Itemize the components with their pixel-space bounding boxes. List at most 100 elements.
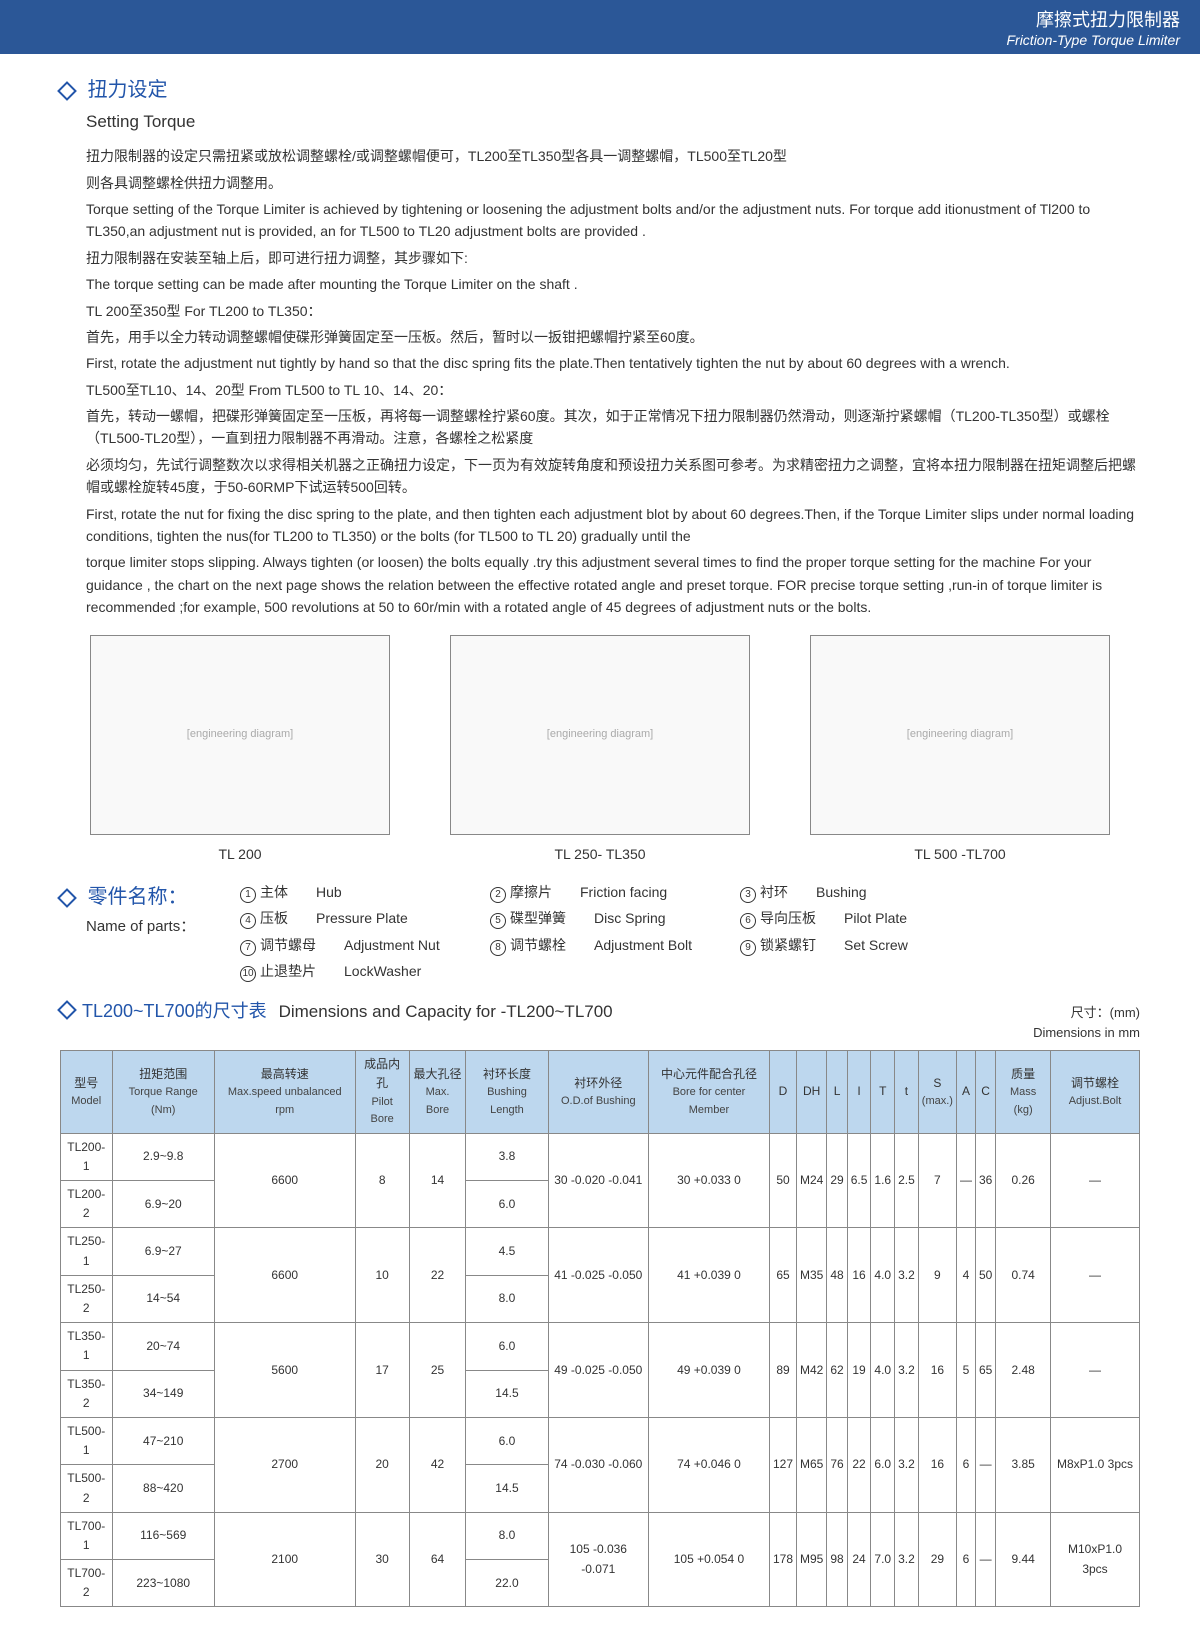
cell-model: TL350-1 [61,1323,113,1370]
cell-mass: 0.26 [996,1133,1051,1228]
cell-maxbore: 22 [409,1228,465,1323]
table-header-row: 型号Model扭矩范围Torque Range (Nm)最高转速Max.spee… [61,1051,1140,1134]
diagram-label: TL 250- TL350 [450,843,750,865]
body-line: Torque setting of the Torque Limiter is … [86,198,1140,243]
cell-D: 178 [769,1512,796,1607]
cell-rpm: 6600 [214,1133,355,1228]
body-line: 首先，转动一螺帽，把碟形弹簧固定至一压板，再将每一调整螺栓拧紧60度。其次，如于… [86,405,1140,450]
cell-DH: M42 [797,1323,827,1418]
cell-T: 4.0 [871,1228,895,1323]
table-row: TL500-147~210270020426.074 -0.030 -0.060… [61,1417,1140,1464]
section-setting-torque: 扭力设定 Setting Torque 扭力限制器的设定只需扭紧或放松调整螺栓/… [60,74,1140,619]
cell-bushlen: 6.0 [466,1181,548,1228]
table-header-cell: D [769,1051,796,1134]
page-content: 扭力设定 Setting Torque 扭力限制器的设定只需扭紧或放松调整螺栓/… [0,54,1200,1627]
table-row: TL700-1116~569210030648.0105 -0.036 -0.0… [61,1512,1140,1559]
cell-bolt: M8xP1.0 3pcs [1050,1417,1139,1512]
part-number-icon: 4 [240,913,256,929]
table-header-cell: I [847,1051,871,1134]
cell-mass: 2.48 [996,1323,1051,1418]
cell-DH: M24 [797,1133,827,1228]
cell-S: 29 [918,1512,956,1607]
part-item: 6导向压板 Pilot Plate [740,907,990,929]
table-header-cell: T [871,1051,895,1134]
table-header-cell: 最高转速Max.speed unbalanced rpm [214,1051,355,1134]
cell-bushlen: 3.8 [466,1133,548,1180]
cell-od: 105 -0.036 -0.071 [548,1512,648,1607]
table-body: TL200-12.9~9.866008143.830 -0.020 -0.041… [61,1133,1140,1607]
cell-T: 1.6 [871,1133,895,1228]
cell-DH: M35 [797,1228,827,1323]
table-row: TL200-12.9~9.866008143.830 -0.020 -0.041… [61,1133,1140,1180]
cell-model: TL500-1 [61,1417,113,1464]
cell-maxbore: 25 [409,1323,465,1418]
cell-T: 6.0 [871,1417,895,1512]
cell-bushlen: 14.5 [466,1465,548,1512]
table-unit: 尺寸：(mm) Dimensions in mm [1033,1003,1140,1045]
table-header-cell: 衬环外径O.D.of Bushing [548,1051,648,1134]
cell-t: 3.2 [895,1512,919,1607]
table-header-cell: DH [797,1051,827,1134]
diagram-label: TL 500 -TL700 [810,843,1110,865]
body-line: TL 200至350型 For TL200 to TL350： [86,300,1140,322]
diagram: [engineering diagram]TL 200 [90,635,390,865]
body-line: 扭力限制器在安装至轴上后，即可进行扭力调整，其步骤如下: [86,247,1140,269]
cell-maxbore: 14 [409,1133,465,1228]
cell-od: 41 -0.025 -0.050 [548,1228,648,1323]
cell-D: 50 [769,1133,796,1228]
table-title-row: TL200~TL700的尺寸表 Dimensions and Capacity … [60,997,1140,1045]
cell-C: 36 [975,1133,995,1228]
cell-maxbore: 42 [409,1417,465,1512]
dimensions-table: 型号Model扭矩范围Torque Range (Nm)最高转速Max.spee… [60,1050,1140,1607]
cell-torque: 14~54 [112,1275,214,1322]
diagram-label: TL 200 [90,843,390,865]
part-item: 2摩擦片 Friction facing [490,881,740,903]
table-header-cell: 调节螺栓Adjust.Bolt [1050,1051,1139,1134]
part-item: 1主体 Hub [240,881,490,903]
parts-list: 1主体 Hub2摩擦片 Friction facing3衬环 Bushing4压… [240,881,1140,987]
cell-torque: 2.9~9.8 [112,1133,214,1180]
cell-L: 76 [827,1417,847,1512]
table-header-cell: 中心元件配合孔径Bore for center Member [648,1051,769,1134]
table-header-cell: 衬环长度Bushing Length [466,1051,548,1134]
cell-model: TL250-2 [61,1275,113,1322]
cell-S: 16 [918,1323,956,1418]
cell-I: 6.5 [847,1133,871,1228]
cell-pilot: 8 [355,1133,409,1228]
cell-I: 22 [847,1417,871,1512]
part-item: 8调节螺栓 Adjustment Bolt [490,934,740,956]
body-line: TL500至TL10、14、20型 From TL500 to TL 10、14… [86,379,1140,401]
cell-torque: 116~569 [112,1512,214,1559]
cell-bore: 41 +0.039 0 [648,1228,769,1323]
cell-model: TL350-2 [61,1370,113,1417]
cell-bore: 105 +0.054 0 [648,1512,769,1607]
cell-bore: 74 +0.046 0 [648,1417,769,1512]
table-header-cell: S(max.) [918,1051,956,1134]
header-title-cn: 摩擦式扭力限制器 [20,6,1180,32]
cell-bushlen: 8.0 [466,1275,548,1322]
cell-t: 3.2 [895,1417,919,1512]
part-item: 5碟型弹簧 Disc Spring [490,907,740,929]
cell-mass: 9.44 [996,1512,1051,1607]
cell-bushlen: 4.5 [466,1228,548,1275]
cell-D: 89 [769,1323,796,1418]
cell-rpm: 6600 [214,1228,355,1323]
cell-bore: 49 +0.039 0 [648,1323,769,1418]
cell-rpm: 2700 [214,1417,355,1512]
cell-mass: 0.74 [996,1228,1051,1323]
part-number-icon: 10 [240,966,256,982]
cell-S: 9 [918,1228,956,1323]
cell-model: TL200-2 [61,1181,113,1228]
cell-model: TL500-2 [61,1465,113,1512]
cell-model: TL250-1 [61,1228,113,1275]
cell-I: 24 [847,1512,871,1607]
part-number-icon: 8 [490,940,506,956]
body-line: torque limiter stops slipping. Always ti… [86,551,1140,618]
parts-section: 零件名称： Name of parts： 1主体 Hub2摩擦片 Frictio… [60,881,1140,987]
cell-torque: 47~210 [112,1417,214,1464]
cell-bushlen: 6.0 [466,1417,548,1464]
table-header-cell: t [895,1051,919,1134]
cell-I: 16 [847,1228,871,1323]
cell-torque: 6.9~27 [112,1228,214,1275]
part-item: 4压板 Pressure Plate [240,907,490,929]
